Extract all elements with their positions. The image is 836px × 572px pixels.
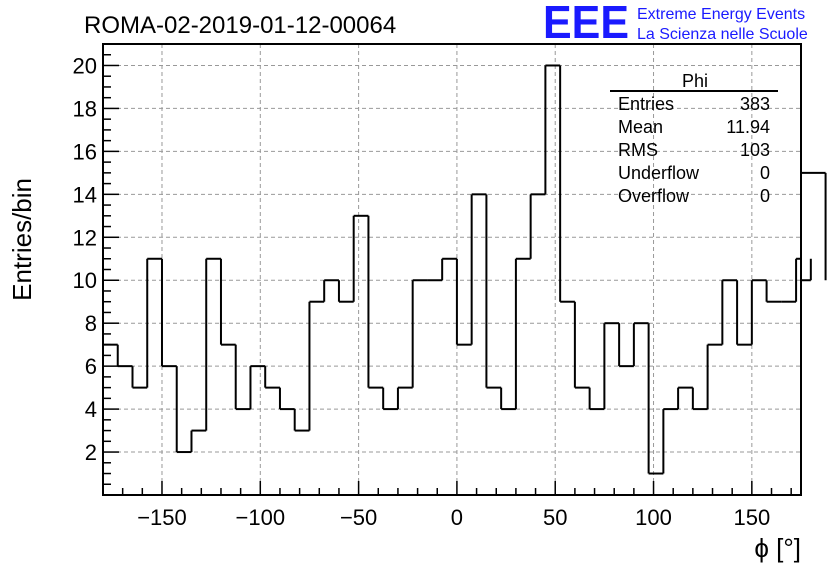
grid-lines [103,44,801,495]
x-tick-label: −100 [236,505,286,530]
logo-eee-text: EEE [543,0,629,48]
stats-box: Phi Entries 383 Mean 11.94 RMS 103 Underflow 0 O… [610,71,778,206]
y-tick-label: 8 [85,311,97,336]
y-tick-label: 20 [73,53,97,78]
x-tick-label: −50 [340,505,377,530]
x-tick-label: −150 [137,505,187,530]
y-tick-label: 16 [73,139,97,164]
stats-title: Phi [682,71,708,91]
y-axis-title: Entries/bin [7,178,37,301]
y-tick-label: 6 [85,354,97,379]
y-tick-label: 4 [85,397,97,422]
stats-value: 103 [740,140,770,160]
stats-value: 383 [740,94,770,114]
stats-rows: Entries 383 Mean 11.94 RMS 103 Underflow 0 Overf… [618,94,770,206]
stats-value: 11.94 [726,117,770,137]
y-tick-label: 12 [73,225,97,250]
x-axis-title: ϕ [°] [754,533,801,563]
x-tick-label: 0 [451,505,463,530]
y-tick-label: 14 [73,182,97,207]
eee-logo: EEE Extreme Energy Events La Scienza nel… [543,0,808,48]
logo-line-2: La Scienza nelle Scuole [637,26,808,43]
x-tick-label: 50 [543,505,567,530]
stats-label: Entries [618,94,674,114]
y-tick-label: 2 [85,440,97,465]
x-tick-label: 100 [635,505,672,530]
x-tick-label: 150 [733,505,770,530]
run-title: ROMA-02-2019-01-12-00064 [84,12,396,39]
logo-line-1: Extreme Energy Events [637,6,805,23]
axes-frame [102,43,802,496]
y-tick-label: 18 [73,96,97,121]
stats-label: Mean [618,117,663,137]
y-tick-label: 10 [73,268,97,293]
histogram-bars [103,64,827,475]
axis-ticks: −150 −100 −50 0 50 100 150 2 4 6 8 10 12 14 16 18 20 [73,43,792,530]
stats-label: Underflow [618,163,700,183]
stats-value: 0 [760,163,770,183]
stats-label: Overflow [618,186,690,206]
stats-label: RMS [618,140,658,160]
stats-value: 0 [760,186,770,206]
plot-frame [102,43,802,496]
